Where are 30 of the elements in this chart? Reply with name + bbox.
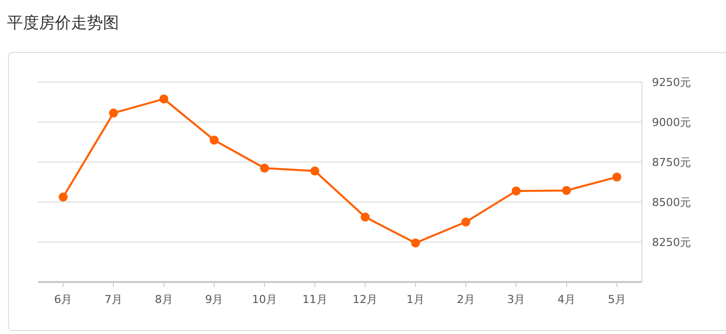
- point: [210, 136, 219, 145]
- x-tick-label: 9月: [205, 293, 224, 306]
- title: 平度房价走势图: [7, 13, 119, 32]
- point: [58, 192, 68, 202]
- x-tick-label: 4月: [558, 293, 576, 306]
- x-tick-label: 1月: [406, 293, 424, 306]
- y-tick-label: 9000元: [652, 116, 691, 129]
- point: [461, 218, 470, 226]
- point: [360, 212, 370, 222]
- x-tick-label: 7月: [104, 293, 122, 306]
- point: [411, 238, 420, 248]
- x-tick-label: 10月: [252, 293, 277, 306]
- point: [109, 108, 118, 118]
- x-tick-label: 2月: [456, 293, 475, 306]
- y-tick-label: 8750元: [652, 156, 691, 169]
- x-tick-label: 8月: [154, 293, 173, 306]
- x-tick-label: 6月: [54, 293, 72, 306]
- x-tick-label: 5月: [608, 293, 626, 306]
- point: [260, 164, 269, 173]
- y-tick-label: 8500元: [652, 196, 691, 209]
- point: [562, 186, 571, 195]
- y-tick-label: 8250元: [652, 236, 691, 249]
- point: [612, 172, 622, 182]
- point: [159, 94, 168, 104]
- y-tick-label: 9250元: [652, 76, 691, 89]
- x-tick-label: 12月: [352, 293, 378, 306]
- point: [310, 166, 320, 176]
- x-tick-label: 11月: [302, 293, 328, 306]
- x-tick-label: 3月: [507, 293, 526, 306]
- point: [512, 186, 521, 196]
